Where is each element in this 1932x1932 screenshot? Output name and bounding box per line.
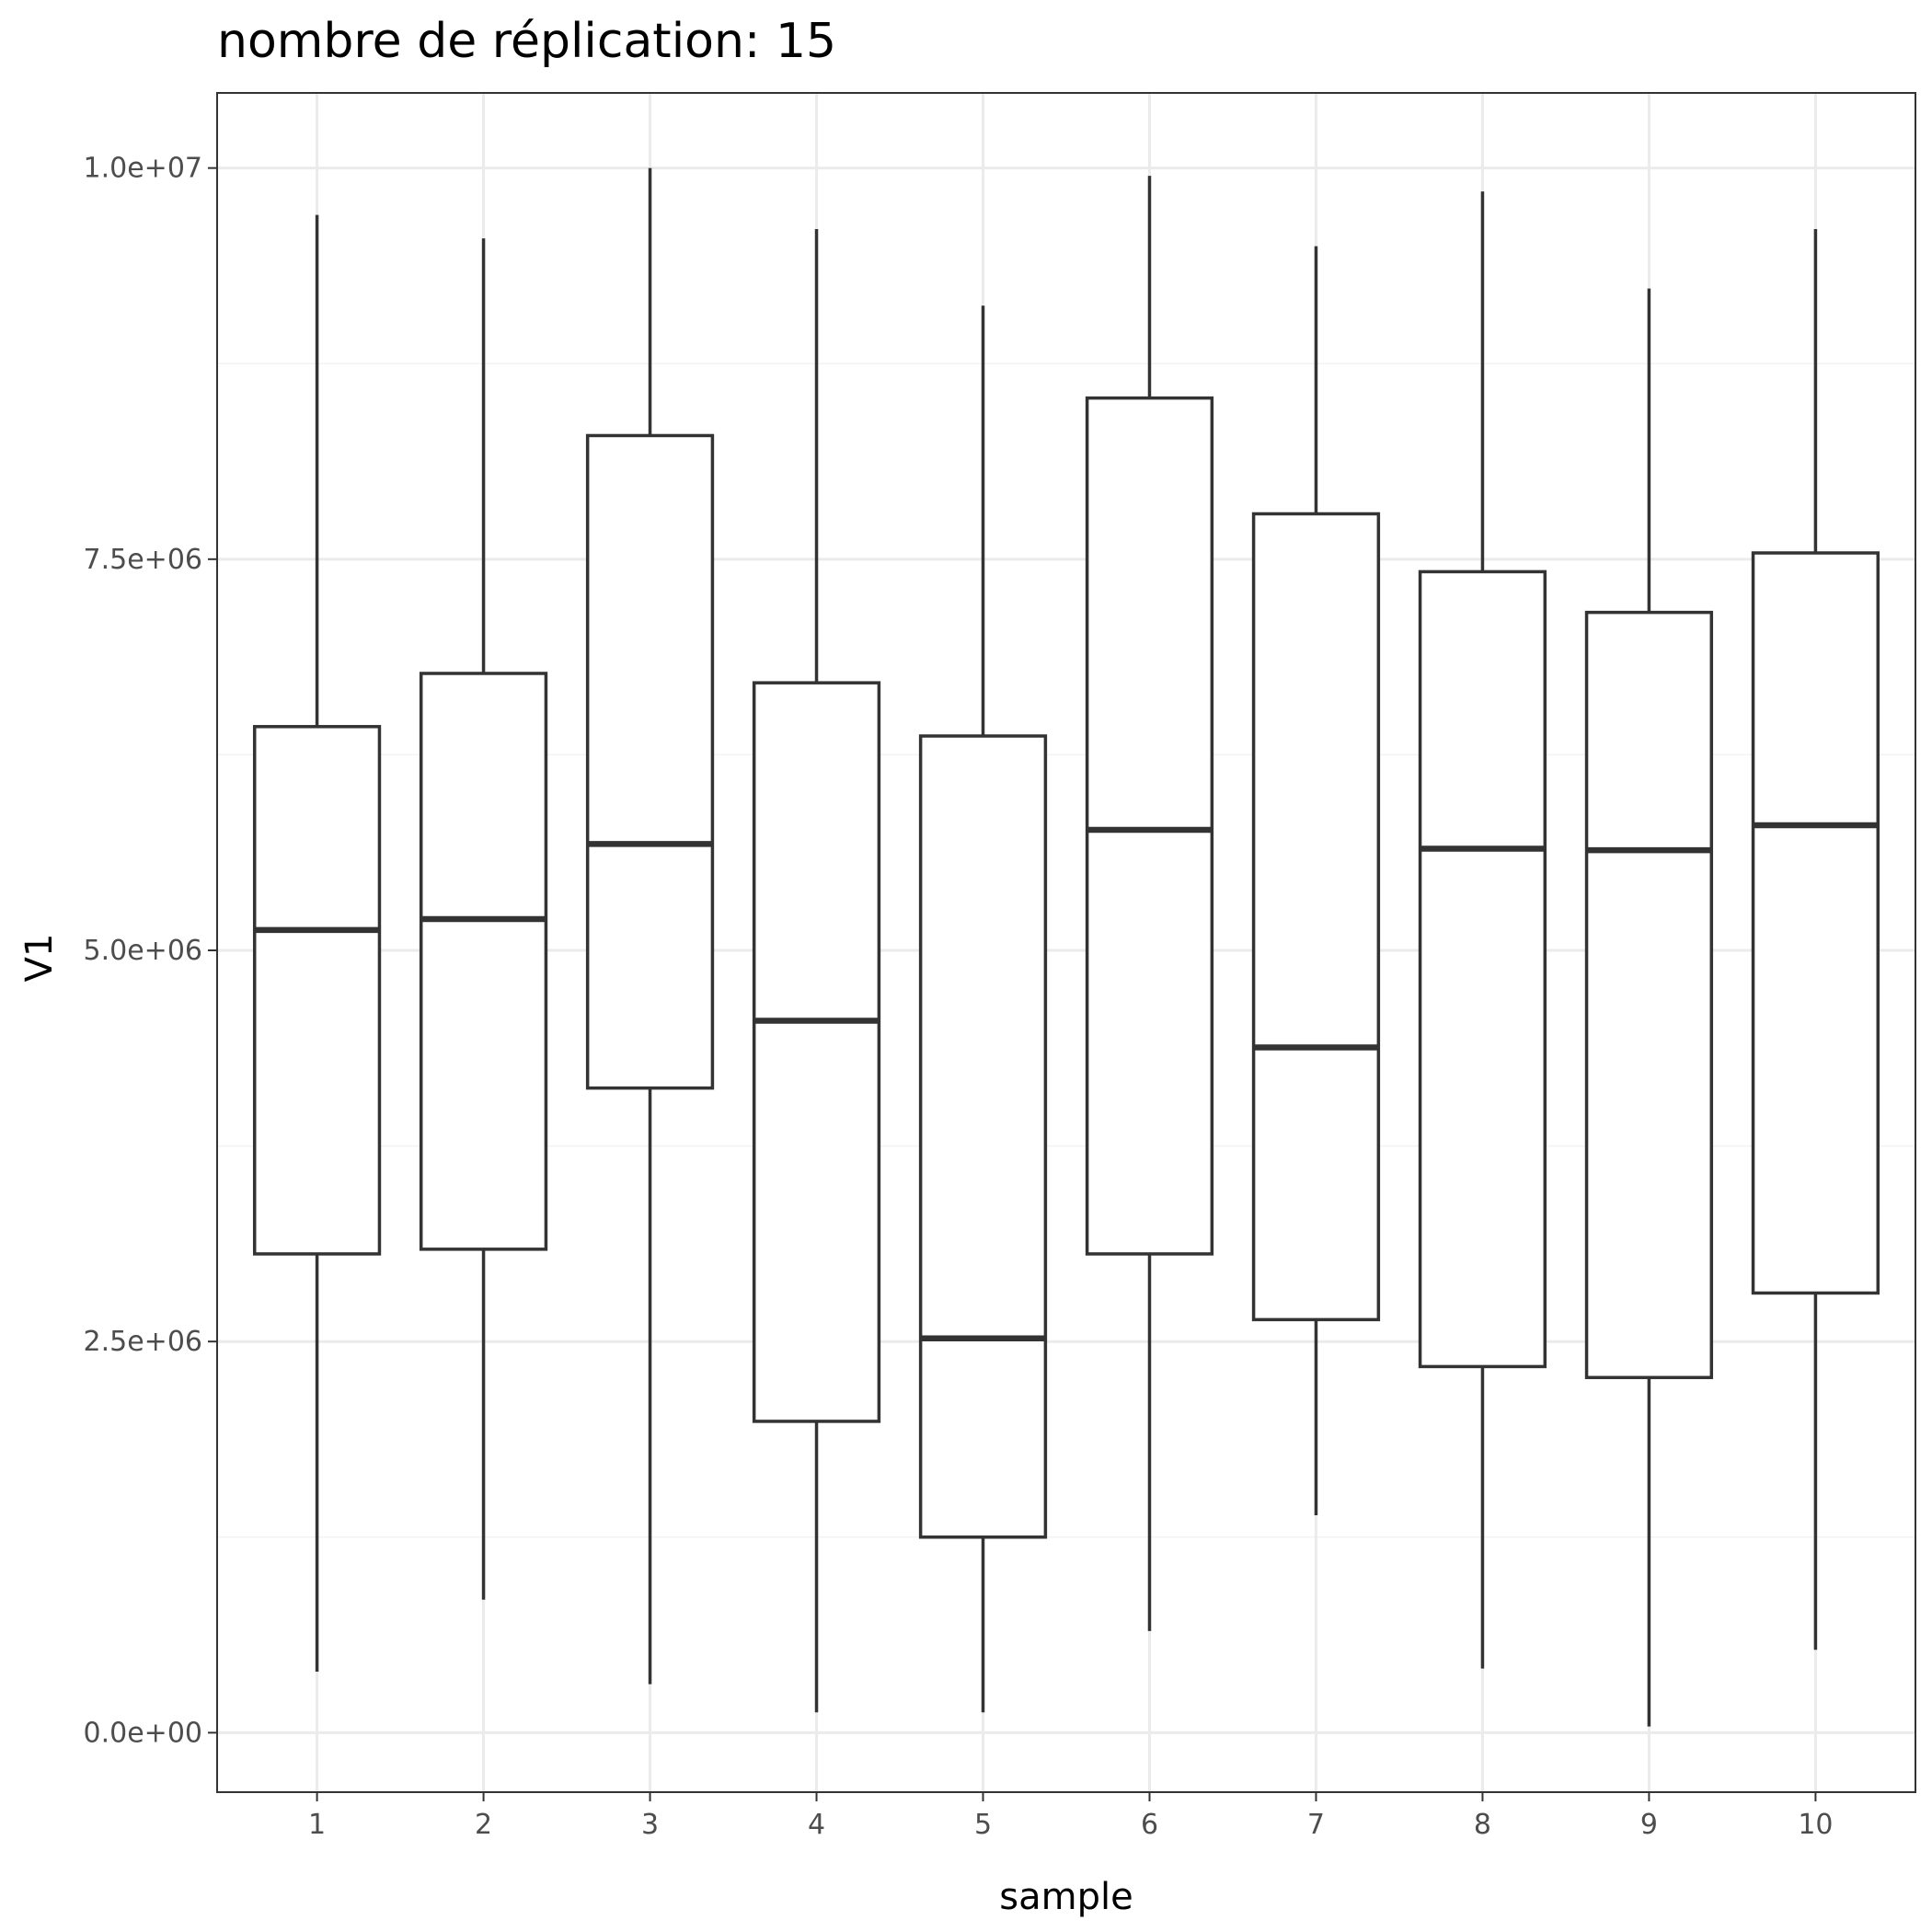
chart-title: nombre de réplication: 15	[217, 14, 836, 69]
box-sample-5	[918, 305, 1048, 1713]
x-tick-label-2: 2	[475, 1809, 492, 1841]
box-iqr	[252, 725, 382, 1256]
box-iqr	[1418, 569, 1547, 1369]
box-sample-2	[419, 238, 548, 1600]
y-tick-label-3: 5.0e+06	[84, 935, 202, 967]
y-tick-label-4: 7.5e+06	[84, 544, 202, 576]
y-tick-label-1: 0.0e+00	[84, 1717, 202, 1749]
x-tick-label-9: 9	[1640, 1809, 1658, 1841]
box-iqr	[1751, 551, 1880, 1295]
box-iqr	[1251, 512, 1381, 1322]
box-sample-7	[1251, 246, 1381, 1515]
box-sample-1	[252, 214, 382, 1673]
y-axis-title: V1	[18, 934, 61, 983]
box-iqr	[585, 433, 715, 1090]
boxes-layer	[252, 167, 1880, 1727]
box-sample-6	[1085, 176, 1214, 1631]
box-iqr	[752, 681, 881, 1423]
box-iqr	[1085, 396, 1214, 1256]
box-iqr	[419, 672, 548, 1251]
box-sample-9	[1584, 288, 1714, 1727]
x-axis-title: sample	[999, 1876, 1133, 1918]
x-tick-label-3: 3	[641, 1809, 659, 1841]
x-tick-label-4: 4	[808, 1809, 825, 1841]
panel-border	[216, 92, 1916, 1793]
x-tick-label-6: 6	[1141, 1809, 1158, 1841]
box-iqr	[918, 734, 1048, 1539]
x-axis: 1 2 3 4 5 6 7 8 9 10	[308, 1792, 1834, 1841]
box-sample-4	[752, 228, 881, 1713]
y-axis: 0.0e+00 2.5e+06 5.0e+06 7.5e+06 1.0e+07	[84, 153, 217, 1749]
x-tick-label-7: 7	[1307, 1809, 1325, 1841]
y-tick-label-2: 2.5e+06	[84, 1326, 202, 1358]
x-tick-label-10: 10	[1798, 1809, 1833, 1841]
y-tick-label-5: 1.0e+07	[84, 153, 202, 185]
box-sample-8	[1418, 191, 1547, 1669]
x-tick-label-5: 5	[974, 1809, 992, 1841]
x-tick-label-8: 8	[1474, 1809, 1491, 1841]
box-sample-10	[1751, 228, 1880, 1650]
box-sample-3	[585, 167, 715, 1685]
box-iqr	[1584, 610, 1714, 1380]
x-tick-label-1: 1	[308, 1809, 326, 1841]
